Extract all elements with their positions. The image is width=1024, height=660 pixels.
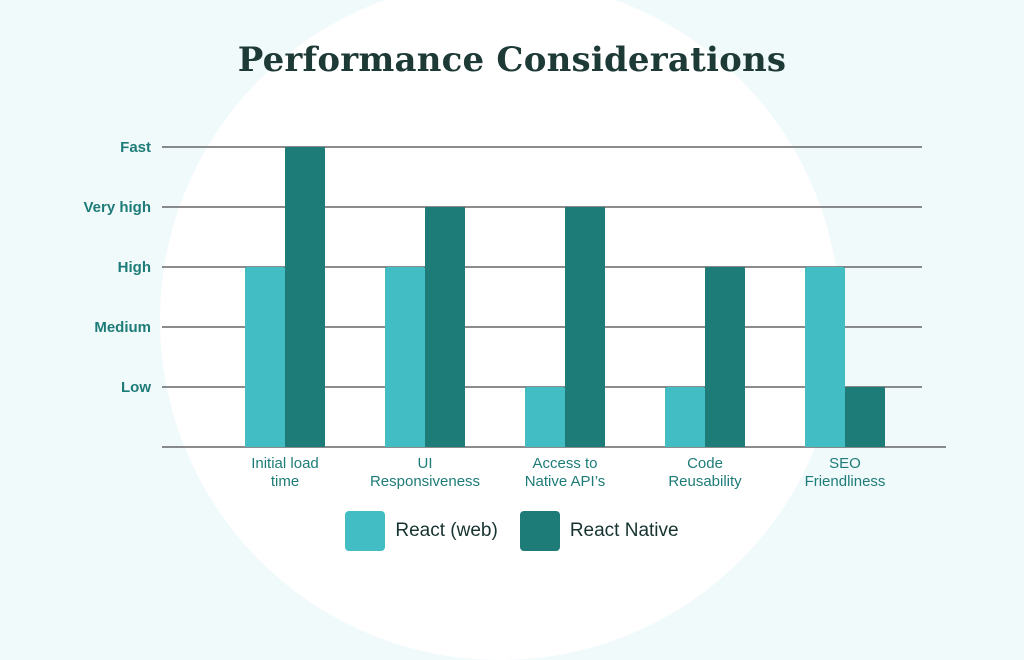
legend-swatch-react-web — [345, 511, 386, 551]
bar-react-native-access-to-native-api-s — [565, 207, 605, 447]
bar-react-web-code-reusability — [665, 387, 705, 447]
legend-label-react-native: React Native — [569, 520, 679, 541]
y-tick-medium: Medium — [94, 319, 151, 336]
legend-swatch-react-native — [519, 511, 560, 551]
chart-legend: React (web) React Native — [0, 511, 1024, 551]
y-tick-low: Low — [121, 379, 151, 396]
x-tick-code-reusability: Code Reusability — [668, 455, 742, 490]
bar-chart: Low Medium High Very high Fast Initial load ti… — [83, 139, 946, 490]
y-tick-fast: Fast — [120, 139, 151, 156]
legend-label-react-web: React (web) — [395, 520, 498, 541]
legend-item-react-native: React Native — [519, 511, 679, 551]
bar-react-native-ui-responsiveness — [425, 207, 465, 447]
bar-react-native-code-reusability — [705, 267, 745, 447]
bar-react-web-seo-friendliness — [805, 267, 845, 447]
bar-react-native-initial-load-time — [285, 147, 325, 447]
x-tick-ui-responsiveness: UI Responsiveness — [370, 455, 480, 490]
y-tick-very-high: Very high — [83, 199, 151, 216]
y-tick-high: High — [118, 259, 151, 276]
x-tick-seo-friendliness: SEO Friendliness — [805, 455, 886, 490]
bar-react-web-ui-responsiveness — [385, 267, 425, 447]
x-tick-initial-load-time: Initial load time — [251, 455, 319, 490]
chart-title: Performance Considerations — [237, 40, 787, 80]
x-tick-access-to-native-api-s: Access to Native API’s — [525, 455, 606, 490]
bar-react-native-seo-friendliness — [845, 387, 885, 447]
legend-item-react-web: React (web) — [345, 511, 498, 551]
bar-react-web-initial-load-time — [245, 267, 285, 447]
bar-react-web-access-to-native-api-s — [525, 387, 565, 447]
